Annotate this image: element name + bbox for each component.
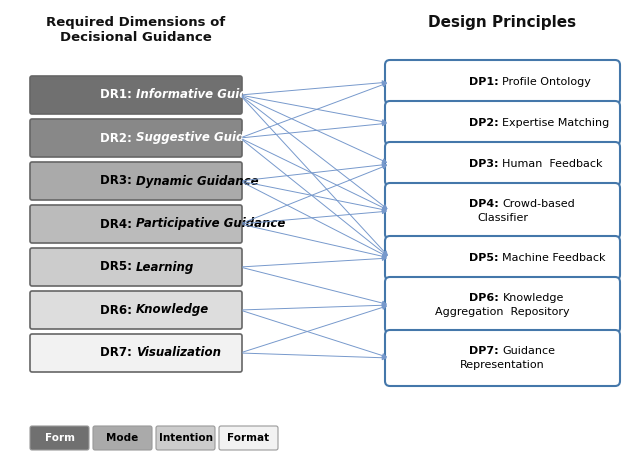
Text: DP5:: DP5: <box>469 253 502 263</box>
FancyBboxPatch shape <box>156 426 215 450</box>
Text: DP2:: DP2: <box>469 118 502 128</box>
FancyBboxPatch shape <box>30 119 242 157</box>
Text: Learning: Learning <box>136 261 195 274</box>
Text: Informative Guidance: Informative Guidance <box>136 89 279 102</box>
Text: Intention: Intention <box>159 433 212 443</box>
FancyBboxPatch shape <box>30 291 242 329</box>
FancyBboxPatch shape <box>385 183 620 239</box>
Text: DR4:: DR4: <box>100 218 136 231</box>
Text: Profile Ontology: Profile Ontology <box>502 77 591 87</box>
Text: Expertise Matching: Expertise Matching <box>502 118 610 128</box>
Text: Required Dimensions of
Decisional Guidance: Required Dimensions of Decisional Guidan… <box>46 16 226 44</box>
FancyBboxPatch shape <box>385 236 620 280</box>
FancyBboxPatch shape <box>385 142 620 186</box>
Text: Knowledge: Knowledge <box>502 293 564 303</box>
FancyBboxPatch shape <box>219 426 278 450</box>
FancyBboxPatch shape <box>385 277 620 333</box>
Text: DP1:: DP1: <box>469 77 502 87</box>
Text: DR2:: DR2: <box>100 132 136 145</box>
FancyBboxPatch shape <box>385 60 620 104</box>
Text: Visualization: Visualization <box>136 346 221 359</box>
Text: DP7:: DP7: <box>469 346 502 356</box>
Text: Suggestive Guidance: Suggestive Guidance <box>136 132 276 145</box>
Text: Human  Feedback: Human Feedback <box>502 159 603 169</box>
FancyBboxPatch shape <box>30 248 242 286</box>
Text: Aggregation  Repository: Aggregation Repository <box>435 307 570 317</box>
FancyBboxPatch shape <box>30 76 242 114</box>
Text: Form: Form <box>45 433 74 443</box>
Text: Classifier: Classifier <box>477 213 528 223</box>
FancyBboxPatch shape <box>30 426 89 450</box>
Text: DR6:: DR6: <box>100 304 136 316</box>
Text: Guidance: Guidance <box>502 346 556 356</box>
Text: Participative Guidance: Participative Guidance <box>136 218 285 231</box>
FancyBboxPatch shape <box>385 330 620 386</box>
Text: Representation: Representation <box>460 360 545 370</box>
Text: DP4:: DP4: <box>469 199 502 209</box>
Text: DR7:: DR7: <box>100 346 136 359</box>
Text: DP6:: DP6: <box>469 293 502 303</box>
FancyBboxPatch shape <box>93 426 152 450</box>
FancyBboxPatch shape <box>30 205 242 243</box>
Text: Knowledge: Knowledge <box>136 304 209 316</box>
FancyBboxPatch shape <box>30 334 242 372</box>
Text: DR3:: DR3: <box>100 175 136 188</box>
Text: Dynamic Guidance: Dynamic Guidance <box>136 175 259 188</box>
Text: DR1:: DR1: <box>100 89 136 102</box>
Text: Machine Feedback: Machine Feedback <box>502 253 606 263</box>
Text: Design Principles: Design Principles <box>428 14 577 30</box>
Text: Mode: Mode <box>106 433 139 443</box>
FancyBboxPatch shape <box>385 101 620 145</box>
Text: DP3:: DP3: <box>469 159 502 169</box>
FancyBboxPatch shape <box>30 162 242 200</box>
Text: Crowd-based: Crowd-based <box>502 199 575 209</box>
Text: Format: Format <box>227 433 269 443</box>
Text: DR5:: DR5: <box>100 261 136 274</box>
